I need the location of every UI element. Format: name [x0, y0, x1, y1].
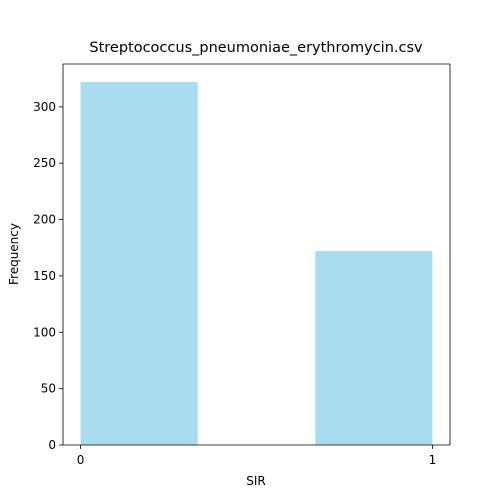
x-axis-label: SIR: [246, 474, 266, 488]
y-tick-label: 150: [33, 269, 56, 283]
histogram-bar: [315, 251, 433, 445]
histogram-bar: [80, 82, 198, 446]
y-axis-label: Frequency: [7, 223, 21, 285]
x-tick-label: 0: [77, 453, 85, 467]
x-tick-label: 1: [429, 453, 437, 467]
axes-group: [62, 63, 451, 446]
y-tick-label: 50: [41, 382, 56, 396]
y-tick-label: 250: [33, 156, 56, 170]
y-tick-label: 300: [33, 100, 56, 114]
bars-group: [80, 82, 433, 446]
y-tick-label: 100: [33, 325, 56, 339]
y-tick-label: 0: [48, 438, 56, 452]
y-ticks-group: 0 50 100 150 200 250 300: [33, 100, 63, 452]
y-tick-label: 200: [33, 213, 56, 227]
chart-title: Streptococcus_pneumoniae_erythromycin.cs…: [89, 40, 423, 56]
